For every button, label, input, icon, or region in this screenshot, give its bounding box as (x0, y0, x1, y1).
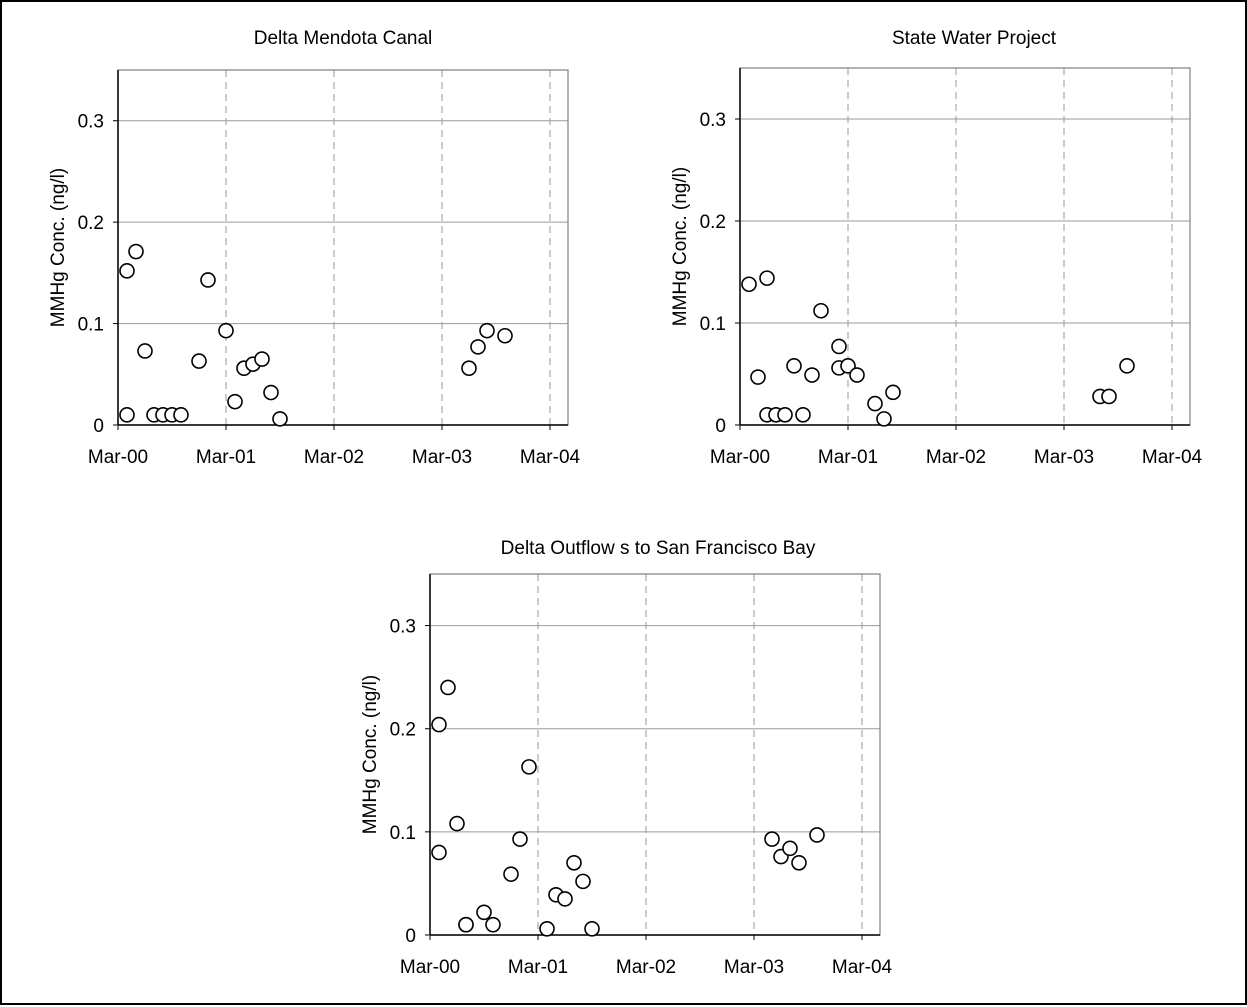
y-tick-label: 0.1 (700, 314, 726, 335)
data-point (119, 407, 135, 423)
y-tick-label: 0.3 (700, 110, 726, 131)
data-point (137, 343, 153, 359)
y-tick-label: 0.2 (700, 212, 726, 233)
y-axis-label: MMHg Conc. (ng/l) (670, 167, 691, 326)
y-tick-label: 0 (405, 926, 416, 947)
x-tick-label: Mar-02 (926, 447, 986, 468)
x-tick-label: Mar-03 (1034, 447, 1094, 468)
data-point (272, 411, 288, 427)
data-point (263, 384, 279, 401)
data-point (119, 263, 135, 279)
data-point (867, 395, 883, 412)
x-tick-label: Mar-00 (400, 957, 460, 978)
y-tick-label: 0.3 (78, 112, 104, 133)
data-point (764, 831, 780, 847)
y-tick-label: 0 (715, 416, 726, 437)
x-tick-label: Mar-01 (196, 447, 256, 468)
data-point (809, 827, 825, 843)
data-point (431, 844, 447, 861)
y-tick-label: 0.2 (78, 213, 104, 234)
data-point (512, 831, 528, 847)
x-tick-label: Mar-04 (520, 447, 581, 468)
data-point (557, 891, 573, 907)
data-point (1119, 358, 1135, 374)
data-point (795, 406, 811, 423)
data-point (566, 854, 582, 871)
data-point (782, 840, 798, 857)
x-tick-label: Mar-02 (616, 957, 676, 978)
data-point (741, 276, 757, 293)
plot-area-border (429, 573, 881, 936)
data-point (503, 866, 519, 882)
data-point (191, 353, 207, 369)
data-point (128, 243, 144, 260)
data-point (227, 393, 243, 410)
data-point (440, 679, 456, 696)
data-point (254, 351, 270, 367)
y-axis-label: MMHg Conc. (ng/l) (48, 168, 69, 327)
data-point (575, 873, 591, 890)
x-tick-label: Mar-00 (88, 447, 148, 468)
data-point (849, 367, 865, 383)
data-point (200, 272, 216, 288)
data-point (431, 716, 447, 733)
x-tick-label: Mar-04 (1142, 447, 1203, 468)
data-point (831, 338, 847, 355)
y-tick-label: 0.2 (390, 720, 416, 741)
chart-title: Delta Outflow s to San Francisco Bay (501, 538, 816, 559)
data-point (539, 921, 555, 937)
x-tick-label: Mar-03 (724, 957, 784, 978)
data-point (759, 270, 775, 286)
data-point (750, 369, 766, 385)
plot-area-border (117, 69, 569, 426)
x-tick-label: Mar-02 (304, 447, 364, 468)
data-point (584, 921, 600, 937)
data-point (461, 360, 477, 377)
data-point (470, 339, 486, 355)
data-point (521, 759, 537, 775)
y-axis-label: MMHg Conc. (ng/l) (360, 675, 381, 834)
data-point (449, 815, 465, 832)
y-tick-label: 0.3 (390, 617, 416, 638)
data-point (173, 407, 189, 423)
x-tick-label: Mar-01 (508, 957, 568, 978)
y-tick-label: 0.1 (78, 315, 104, 336)
data-point (813, 302, 829, 319)
x-tick-label: Mar-04 (832, 957, 893, 978)
chart-title: State Water Project (892, 28, 1057, 49)
data-point (497, 327, 513, 344)
data-point (786, 358, 802, 374)
data-point (1101, 388, 1117, 405)
data-point (218, 322, 234, 339)
data-point (804, 367, 820, 383)
chart-title: Delta Mendota Canal (254, 28, 433, 49)
data-point (876, 411, 892, 427)
y-tick-label: 0.1 (390, 823, 416, 844)
data-point (485, 916, 501, 933)
data-point (476, 904, 492, 921)
data-point (479, 322, 495, 339)
x-tick-label: Mar-01 (818, 447, 878, 468)
data-point (791, 854, 807, 871)
data-point (885, 384, 901, 401)
data-point (840, 358, 856, 374)
data-point (458, 916, 474, 933)
data-point (777, 406, 793, 423)
x-tick-label: Mar-00 (710, 447, 770, 468)
y-tick-label: 0 (93, 416, 104, 437)
x-tick-label: Mar-03 (412, 447, 472, 468)
